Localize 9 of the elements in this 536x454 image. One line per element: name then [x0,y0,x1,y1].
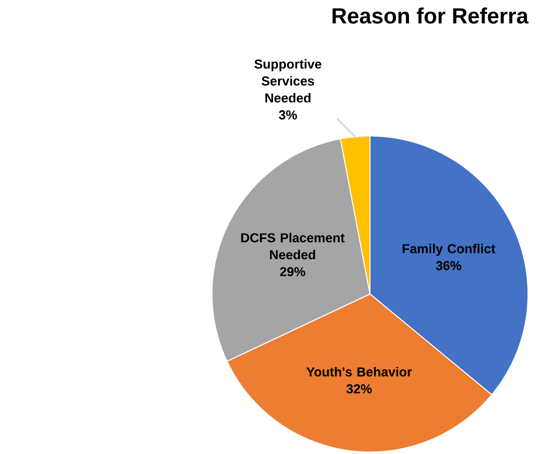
slice-label: Supportive Services Needed [254,59,322,103]
data-label: 36% [436,261,462,270]
slice-label: Youth's Behavior [306,366,412,376]
data-label: 32% [346,384,372,394]
slice-label: Family Conflict [402,244,496,256]
chart-title: Reason for Referra [332,8,529,24]
data-label: 3% [278,110,297,120]
slice-label: DCFS Placement Needed [241,232,345,260]
data-label: 29% [280,267,306,276]
